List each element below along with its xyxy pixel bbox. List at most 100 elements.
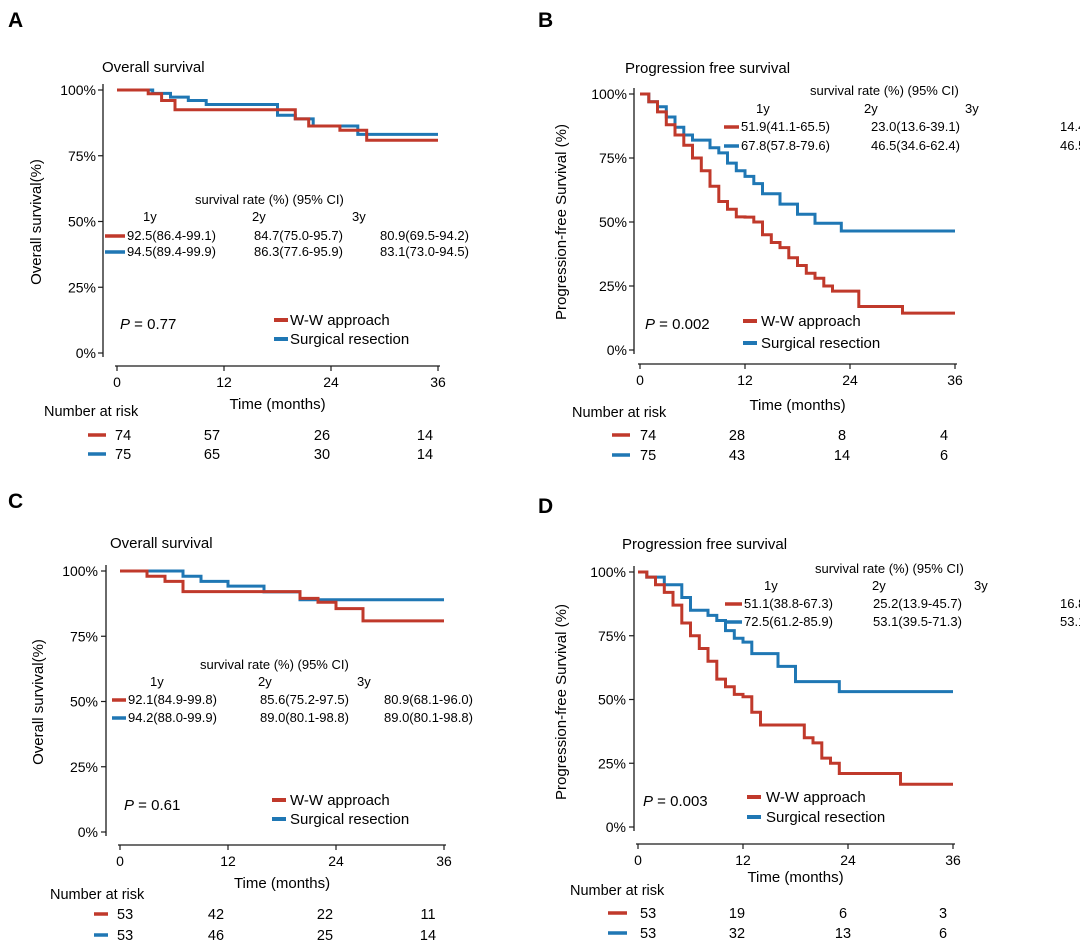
number-at-risk-label: Number at risk bbox=[50, 887, 145, 903]
ww-survival-curve bbox=[120, 569, 444, 623]
survival-table-cell: 51.1(38.8-67.3) bbox=[744, 596, 833, 611]
survival-table-cell: 53.1(39.5-71.3) bbox=[1060, 614, 1080, 629]
y-axis-label: Progression-free Survival (%) bbox=[553, 604, 570, 800]
surgical-legend-label: Surgical resection bbox=[290, 811, 409, 828]
y-tick-label: 50% bbox=[70, 694, 98, 710]
p-value: P = 0.61 bbox=[124, 797, 180, 814]
panel-letter: C bbox=[8, 490, 23, 513]
y-tick-label: 25% bbox=[598, 755, 626, 771]
x-tick-label: 24 bbox=[328, 853, 344, 869]
x-tick-label: 0 bbox=[113, 374, 121, 390]
survival-table-cell: 72.5(61.2-85.9) bbox=[744, 614, 833, 629]
ww-survival-curve bbox=[638, 570, 953, 786]
surgical-survival-curve bbox=[638, 570, 953, 694]
x-tick-label: 12 bbox=[216, 374, 232, 390]
survival-table-col: 1y bbox=[764, 578, 778, 593]
y-tick-label: 100% bbox=[62, 563, 98, 579]
risk-count: 22 bbox=[317, 907, 333, 923]
p-value: P = 0.002 bbox=[645, 316, 710, 333]
x-axis-label: Time (months) bbox=[749, 397, 845, 414]
risk-count: 57 bbox=[204, 428, 220, 444]
risk-count: 11 bbox=[420, 907, 435, 923]
survival-table-col: 1y bbox=[150, 674, 164, 689]
survival-table-cell: 67.8(57.8-79.6) bbox=[741, 138, 830, 153]
panel-title: Overall survival bbox=[102, 59, 205, 76]
risk-count: 4 bbox=[940, 428, 948, 444]
risk-count: 8 bbox=[838, 428, 846, 444]
survival-table-header: survival rate (%) (95% CI) bbox=[200, 657, 349, 672]
survival-table-col: 3y bbox=[965, 101, 979, 116]
y-tick-label: 75% bbox=[599, 150, 627, 166]
survival-table-cell: 23.0(13.6-39.1) bbox=[871, 119, 960, 134]
survival-table-header: survival rate (%) (95% CI) bbox=[810, 83, 959, 98]
risk-count: 53 bbox=[117, 928, 133, 944]
p-value-symbol: P bbox=[643, 793, 653, 810]
x-tick-label: 24 bbox=[323, 374, 339, 390]
ww-survival-curve bbox=[640, 92, 955, 315]
survival-table-col: 2y bbox=[864, 101, 878, 116]
p-value: P = 0.003 bbox=[643, 793, 708, 810]
risk-count: 14 bbox=[417, 428, 433, 444]
km-panel-a: A Overall survival 0% 25% 50% 75% 100% 0 12 24 36 T… bbox=[8, 9, 469, 463]
risk-count: 53 bbox=[640, 926, 656, 942]
ww-legend-label: W-W approach bbox=[290, 792, 390, 809]
p-value-number: = 0.61 bbox=[134, 797, 180, 814]
risk-count: 14 bbox=[420, 928, 436, 944]
y-tick-label: 75% bbox=[68, 148, 96, 164]
risk-count: 65 bbox=[204, 447, 220, 463]
risk-count: 43 bbox=[729, 448, 745, 464]
risk-count: 46 bbox=[208, 928, 224, 944]
panel-title: Progression free survival bbox=[625, 60, 790, 77]
risk-count: 3 bbox=[939, 906, 947, 922]
y-tick-label: 100% bbox=[590, 564, 626, 580]
panel-title: Overall survival bbox=[110, 535, 213, 552]
survival-table-cell: 46.5(34.6-62.4) bbox=[1060, 138, 1080, 153]
p-value-number: = 0.003 bbox=[653, 793, 708, 810]
survival-table-col: 3y bbox=[974, 578, 988, 593]
y-tick-label: 0% bbox=[607, 342, 627, 358]
survival-table-cell: 94.5(89.4-99.9) bbox=[127, 244, 216, 259]
survival-table-cell: 25.2(13.9-45.7) bbox=[873, 596, 962, 611]
p-value-symbol: P bbox=[124, 797, 134, 814]
surgical-legend-label: Surgical resection bbox=[766, 809, 885, 826]
survival-table-col: 2y bbox=[252, 209, 266, 224]
survival-table-cell: 46.5(34.6-62.4) bbox=[871, 138, 960, 153]
x-tick-label: 36 bbox=[430, 374, 446, 390]
y-tick-label: 75% bbox=[70, 628, 98, 644]
survival-table-col: 3y bbox=[357, 674, 371, 689]
km-panel-c: C Overall survival 0% 25% 50% 75% 100% 0 12 24 36 T… bbox=[8, 490, 473, 944]
x-tick-label: 24 bbox=[842, 372, 858, 388]
survival-table-col: 2y bbox=[872, 578, 886, 593]
y-tick-label: 25% bbox=[70, 759, 98, 775]
y-tick-label: 50% bbox=[68, 214, 96, 230]
x-tick-label: 24 bbox=[840, 852, 856, 868]
ww-legend-label: W-W approach bbox=[766, 789, 866, 806]
y-tick-label: 50% bbox=[598, 692, 626, 708]
survival-table-cell: 86.3(77.6-95.9) bbox=[254, 244, 343, 259]
surgical-survival-curve bbox=[640, 92, 955, 233]
y-tick-label: 0% bbox=[606, 819, 626, 835]
survival-table-header: survival rate (%) (95% CI) bbox=[195, 192, 344, 207]
y-tick-label: 100% bbox=[591, 86, 627, 102]
y-tick-label: 75% bbox=[598, 628, 626, 644]
risk-count: 53 bbox=[640, 906, 656, 922]
x-tick-label: 12 bbox=[735, 852, 751, 868]
surgical-legend-label: Surgical resection bbox=[290, 331, 409, 348]
survival-table-cell: 85.6(75.2-97.5) bbox=[260, 692, 349, 707]
risk-count: 53 bbox=[117, 907, 133, 923]
p-value-symbol: P bbox=[645, 316, 655, 333]
x-tick-label: 12 bbox=[220, 853, 236, 869]
survival-table-cell: 89.0(80.1-98.8) bbox=[260, 710, 349, 725]
p-value-symbol: P bbox=[120, 316, 130, 333]
y-tick-label: 0% bbox=[78, 824, 98, 840]
ww-legend-label: W-W approach bbox=[761, 313, 861, 330]
y-tick-label: 25% bbox=[68, 279, 96, 295]
survival-table-cell: 94.2(88.0-99.9) bbox=[128, 710, 217, 725]
risk-count: 13 bbox=[835, 926, 851, 942]
x-tick-label: 36 bbox=[947, 372, 963, 388]
survival-table-cell: 53.1(39.5-71.3) bbox=[873, 614, 962, 629]
risk-count: 19 bbox=[729, 906, 745, 922]
risk-count: 26 bbox=[314, 428, 330, 444]
y-tick-label: 50% bbox=[599, 214, 627, 230]
